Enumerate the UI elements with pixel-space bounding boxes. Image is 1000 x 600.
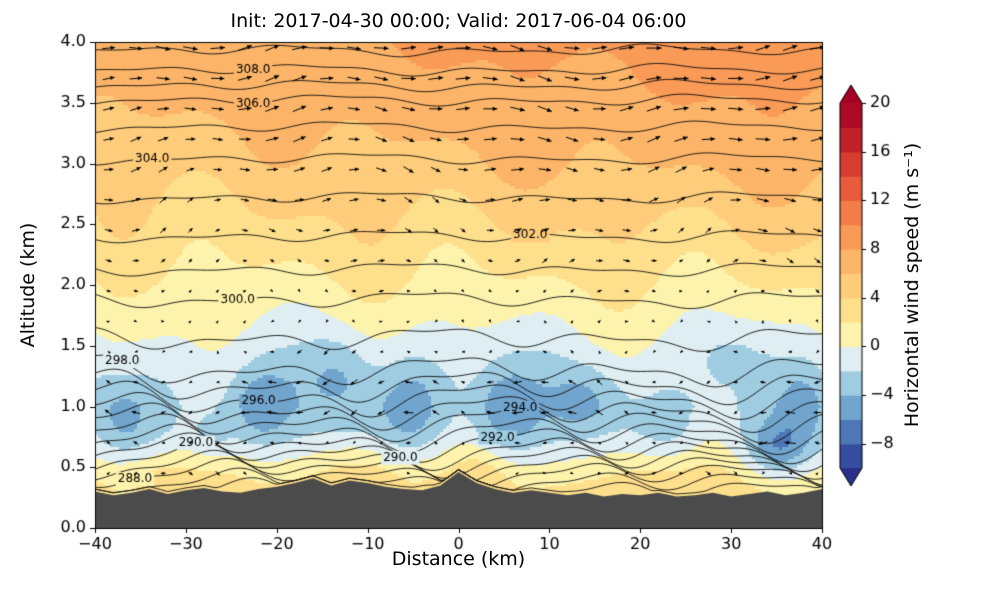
y-axis-label: Altitude (km) [17, 222, 39, 348]
x-axis-label: Distance (km) [391, 548, 526, 570]
colorbar-label: Horizontal wind speed (m s⁻¹) [901, 142, 923, 428]
plot-title: Init: 2017-04-30 00:00; Valid: 2017-06-0… [230, 10, 687, 32]
